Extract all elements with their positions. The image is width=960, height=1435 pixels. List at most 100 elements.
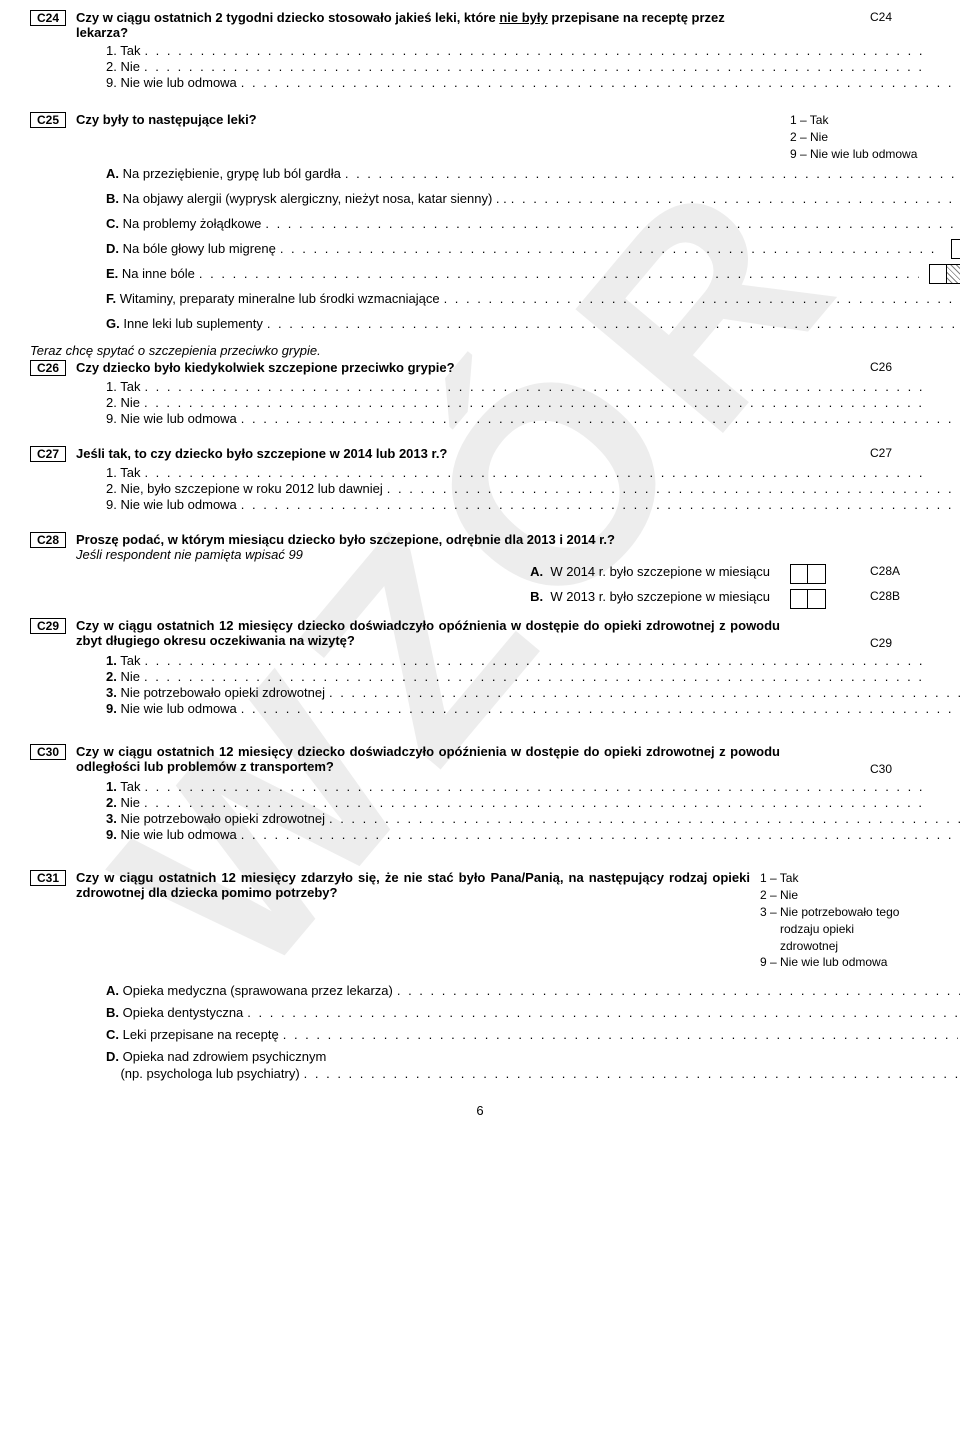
opt: 1. Tak	[106, 779, 140, 794]
right-code-c30: C30	[870, 744, 930, 776]
opt: 9. Nie wie lub odmowa	[106, 701, 237, 716]
page-content: C24 Czy w ciągu ostatnich 2 tygodni dzie…	[30, 10, 930, 1118]
c27-opt2: 2. Nie, było szczepione w roku 2012 lub …	[106, 481, 383, 496]
dots: . . . . . . . . . . . . . . . . . . . . …	[243, 1005, 960, 1020]
q-code-c31: C31	[30, 870, 66, 886]
q-text-c29: Czy w ciągu ostatnich 12 miesięcy dzieck…	[76, 618, 780, 648]
item-text: C. Leki przepisane na receptę	[106, 1027, 279, 1042]
dots: . . . . . . . . . . . . . . . . . . . . …	[140, 395, 960, 410]
dots: . . . . . . . . . . . . . . . . . . . . …	[140, 59, 960, 74]
c24-text-u: nie były	[499, 10, 547, 25]
q-text-c25: Czy były to następujące leki?	[76, 112, 257, 127]
q-code-c26: C26	[30, 360, 66, 376]
right-code-c27: C27	[870, 446, 930, 460]
right-code-c29: C29	[870, 618, 930, 650]
c27-opt1: 1. Tak	[106, 465, 140, 480]
c26-opt1: 1. Tak	[106, 379, 140, 394]
q-text-c28: Proszę podać, w którym miesiącu dziecko …	[76, 532, 780, 547]
dots: . . . . . . . . . . . . . . . . . . . . …	[195, 266, 919, 281]
answer-box[interactable]	[951, 239, 960, 259]
q-code-c30: C30	[30, 744, 66, 760]
dots: . . . . . . . . . . . . . . . . . . . . …	[237, 827, 960, 842]
c24-text-a: Czy w ciągu ostatnich 2 tygodni dziecko …	[76, 10, 499, 25]
q-text-c31: Czy w ciągu ostatnich 12 miesięcy zdarzy…	[76, 870, 750, 900]
legend-line: rodzaju opieki	[760, 921, 930, 938]
legend-line: 9 – Nie wie lub odmowa	[790, 146, 930, 163]
legend-line: 1 – Tak	[760, 870, 930, 887]
legend-c25: 1 – Tak 2 – Nie 9 – Nie wie lub odmowa	[790, 112, 930, 162]
dots: . . . . . . . . . . . . . . . . . . . . …	[440, 291, 960, 306]
legend-line: 2 – Nie	[760, 887, 930, 904]
q-code-c24: C24	[30, 10, 66, 26]
item-text: B. Opieka dentystyczna	[106, 1005, 243, 1020]
dots: . . . . . . . . . . . . . . . . . . . . …	[237, 411, 960, 426]
dots: . . . . . . . . . . . . . . . . . . . . …	[341, 166, 960, 181]
dots: . . . . . . . . . . . . . . . . . . . . …	[140, 379, 960, 394]
q-text-c30: Czy w ciągu ostatnich 12 miesięcy dzieck…	[76, 744, 780, 774]
item-letter: C. Na problemy żołądkowe	[106, 216, 261, 231]
legend-line: 2 – Nie	[790, 129, 930, 146]
legend-c31: 1 – Tak 2 – Nie 3 – Nie potrzebowało teg…	[760, 870, 930, 971]
dots: . . . . . . . . . . . . . . . . . . . . …	[140, 465, 960, 480]
dots: . . . . . . . . . . . . . . . . . . . . …	[383, 481, 960, 496]
c24-opt3: 9. Nie wie lub odmowa	[106, 75, 237, 90]
legend-line: zdrowotnej	[760, 938, 930, 955]
opt: 9. Nie wie lub odmowa	[106, 827, 237, 842]
q-text-c24: Czy w ciągu ostatnich 2 tygodni dziecko …	[76, 10, 725, 40]
q-code-c29: C29	[30, 618, 66, 634]
interlude: Teraz chcę spytać o szczepienia przeciwk…	[30, 343, 930, 358]
opt: 3. Nie potrzebowało opieki zdrowotnej	[106, 811, 325, 826]
dots: . . . . . . . . . . . . . . . . . . . . …	[276, 241, 941, 256]
dots: . . . . . . . . . . . . . . . . . . . . …	[263, 316, 960, 331]
legend-line: 1 – Tak	[790, 112, 930, 129]
dots: . . . . . . . . . . . . . . . . . . . . …	[237, 701, 960, 716]
opt: 1. Tak	[106, 653, 140, 668]
q-text-c27: Jeśli tak, to czy dziecko było szczepion…	[76, 446, 447, 461]
page-number: 6	[30, 1103, 930, 1118]
item-code: C28B	[870, 589, 930, 603]
item-letter: A. Na przeziębienie, grypę lub ból gardł…	[106, 166, 341, 181]
item-text2: (np. psychologa lub psychiatry)	[106, 1066, 300, 1081]
right-code-c24: C24	[870, 10, 930, 24]
answer-box[interactable]	[929, 264, 960, 284]
dots: . . . . . . . . . . . . . . . . . . . . …	[237, 75, 960, 90]
opt: 3. Nie potrzebowało opieki zdrowotnej	[106, 685, 325, 700]
dots: . . . . . . . . . . . . . . . . . . . . …	[140, 653, 960, 668]
dots: . . . . . . . . . . . . . . . . . . . . …	[140, 43, 960, 58]
dots: . . . . . . . . . . . . . . . . . . . . …	[140, 669, 960, 684]
legend-line: 9 – Nie wie lub odmowa	[760, 954, 930, 971]
item-letter: G. Inne leki lub suplementy	[106, 316, 263, 331]
c27-opt3: 9. Nie wie lub odmowa	[106, 497, 237, 512]
item-letter: E. Na inne bóle	[106, 266, 195, 281]
q-text-c26: Czy dziecko było kiedykolwiek szczepione…	[76, 360, 455, 375]
item-letter: F. Witaminy, preparaty mineralne lub śro…	[106, 291, 440, 306]
dots: . . . . . . . . . . . . . . . . . . . . …	[300, 1066, 960, 1081]
dots: . . . . . . . . . . . . . . . . . . . . …	[140, 779, 960, 794]
item-letter: B. Na objawy alergii (wyprysk alergiczny…	[106, 191, 507, 206]
dots: . . . . . . . . . . . . . . . . . . . . …	[393, 983, 960, 998]
month-box[interactable]	[790, 589, 826, 609]
item-letter: D. Na bóle głowy lub migrenę	[106, 241, 276, 256]
dots: . . . . . . . . . . . . . . . . . . . . …	[140, 795, 960, 810]
item-text: A. Opieka medyczna (sprawowana przez lek…	[106, 983, 393, 998]
right-code-c26: C26	[870, 360, 930, 374]
dots: . . . . . . . . . . . . . . . . . . . . …	[237, 497, 960, 512]
dots: . . . . . . . . . . . . . . . . . . . . …	[325, 811, 960, 826]
c26-opt3: 9. Nie wie lub odmowa	[106, 411, 237, 426]
dots: . . . . . . . . . . . . . . . . . . . . …	[261, 216, 955, 231]
dots: . . . . . . . . . . . . . . . . . . . . …	[279, 1027, 958, 1042]
month-box[interactable]	[790, 564, 826, 584]
legend-line: 3 – Nie potrzebowało tego	[760, 904, 930, 921]
c24-opt2: 2. Nie	[106, 59, 140, 74]
item-code: C28A	[870, 564, 930, 578]
c26-opt2: 2. Nie	[106, 395, 140, 410]
c24-opt1: 1. Tak	[106, 43, 140, 58]
item-text: D. Opieka nad zdrowiem psychicznym	[106, 1049, 326, 1064]
dots: . . . . . . . . . . . . . . . . . . . . …	[507, 191, 955, 206]
c28-hint: Jeśli respondent nie pamięta wpisać 99	[76, 547, 780, 562]
q-code-c25: C25	[30, 112, 66, 128]
opt: 2. Nie	[106, 795, 140, 810]
dots: . . . . . . . . . . . . . . . . . . . . …	[325, 685, 960, 700]
q-code-c27: C27	[30, 446, 66, 462]
opt: 2. Nie	[106, 669, 140, 684]
